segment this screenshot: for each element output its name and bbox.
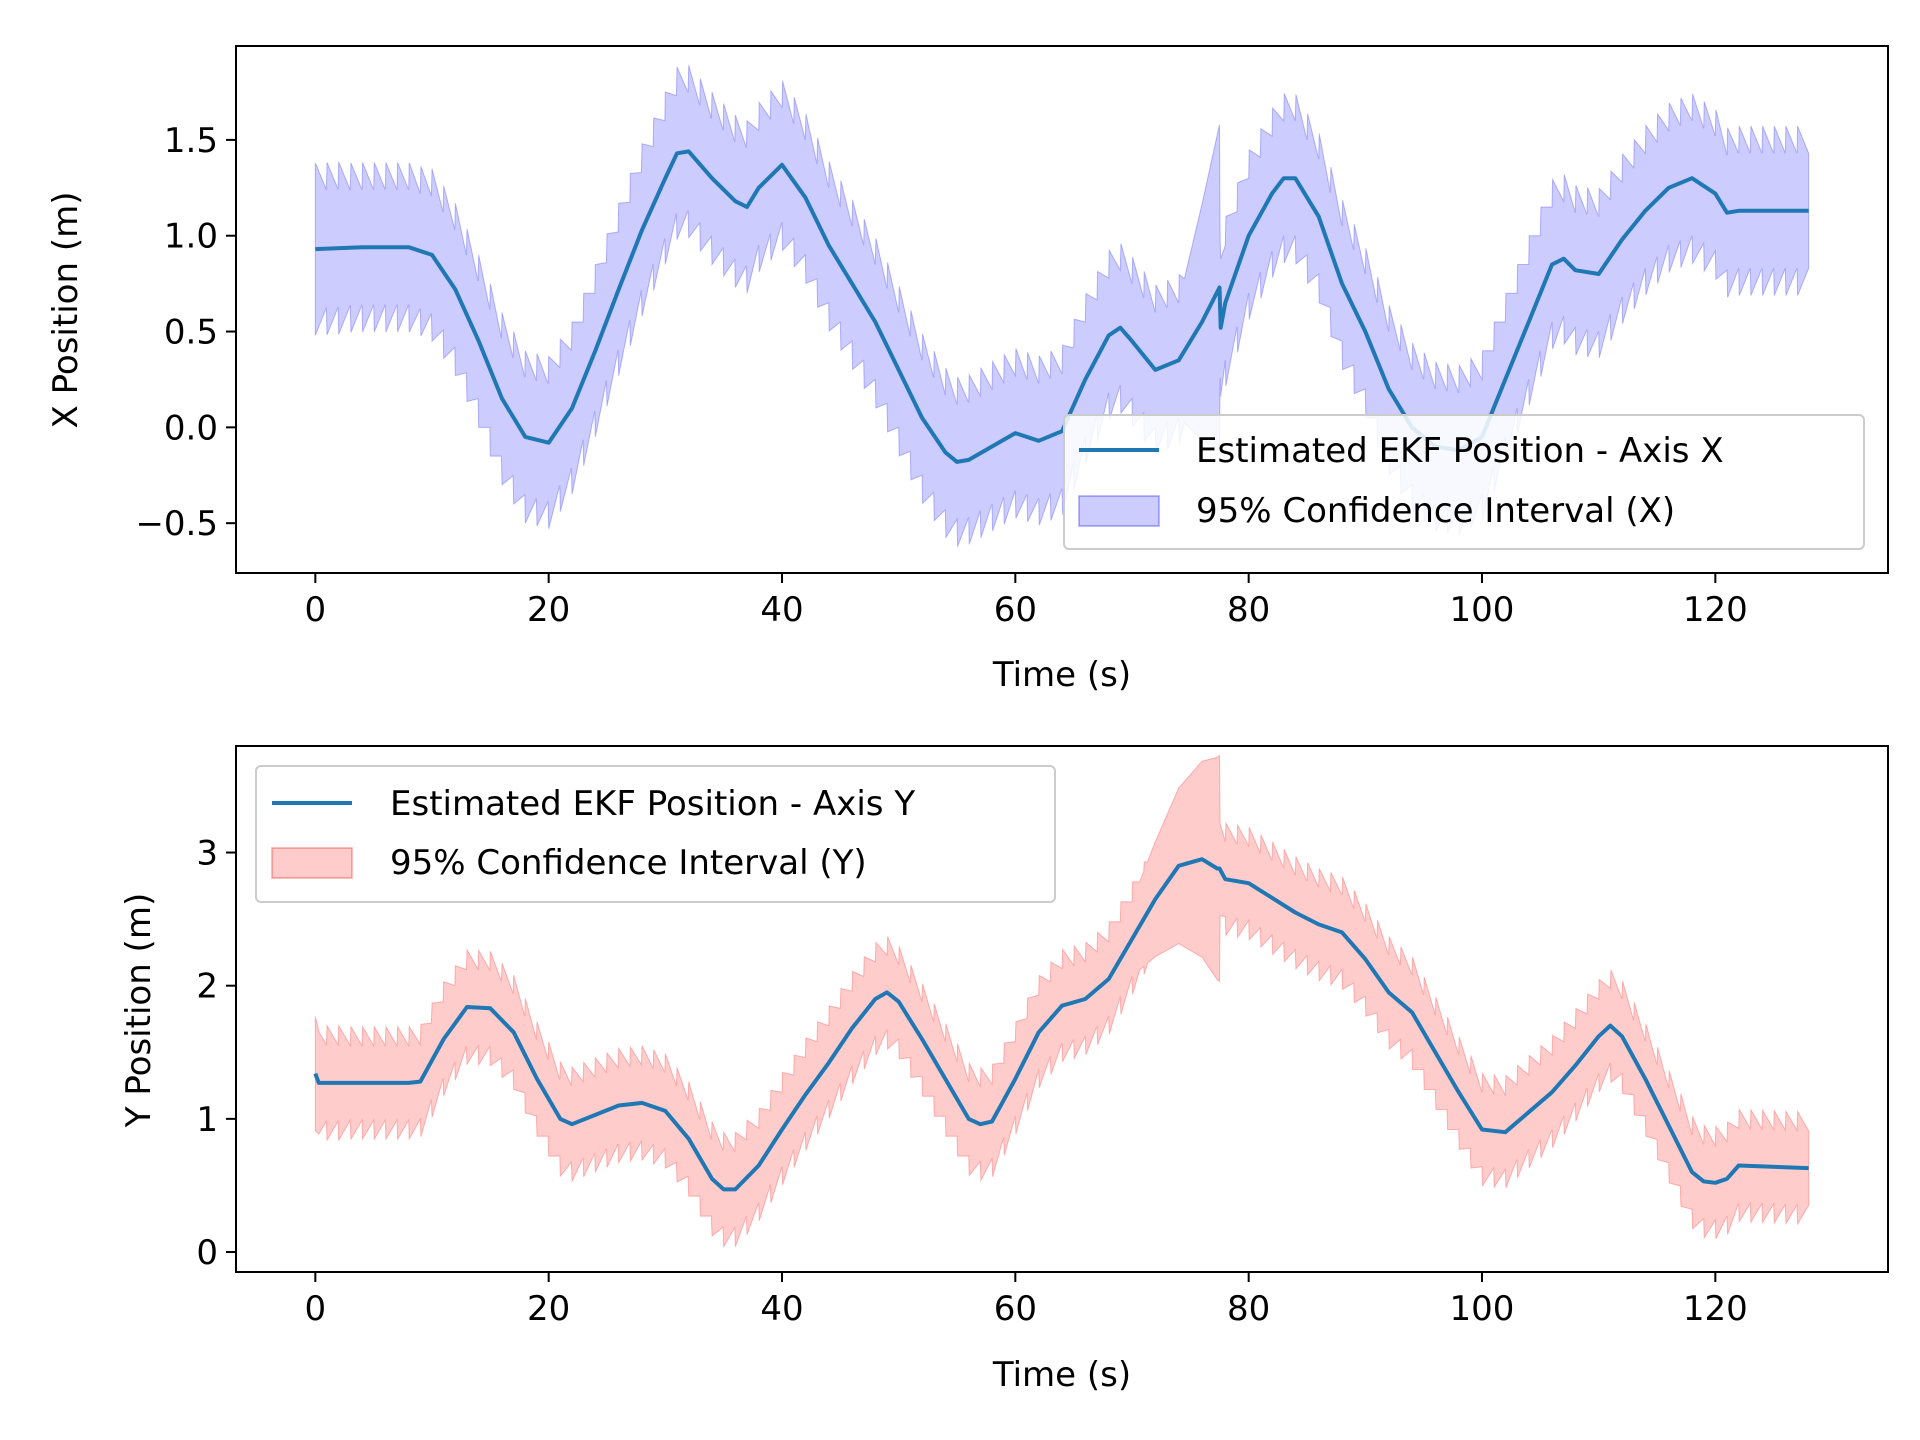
confidence-band-y [314,754,1810,1249]
legend-label-line-y: Estimated EKF Position - Axis Y [390,784,915,824]
axes-frame-y [235,745,1889,1273]
legend-band-swatch-x [1078,495,1160,527]
chart-x-position: 0 20 40 60 80 100 120 −0.5 0.0 0.5 1.0 1.5 Time (s… [46,45,1889,695]
y-axis-label-y: Y Position (m) [119,893,159,1128]
y-tick-label: 3 [196,834,218,874]
y-axis-ticks-y: 0 1 2 3 [196,834,236,1273]
x-tick-label: 0 [305,1289,327,1329]
legend-band-swatch-y [271,847,353,879]
x-tick-label: 20 [527,1289,570,1329]
x-tick-label: 80 [1227,1289,1270,1329]
y-tick-label: 1.5 [164,121,218,161]
legend-box-y [255,765,1056,903]
legend-box-x [1063,414,1865,550]
x-axis-label-y: Time (s) [992,1355,1131,1395]
legend-label-band-x: 95% Confidence Interval (X) [1196,491,1675,531]
y-tick-label: 0.5 [164,313,218,353]
y-tick-label: 0.0 [164,408,218,448]
y-tick-label: 1 [196,1100,218,1140]
y-tick-label: 1.0 [164,217,218,257]
legend-y: Estimated EKF Position - Axis Y 95% Conf… [255,765,1056,903]
legend-label-line-x: Estimated EKF Position - Axis X [1196,431,1724,471]
x-tick-label: 100 [1450,590,1515,630]
x-tick-label: 40 [760,590,803,630]
ekf-estimate-line-x [315,149,1809,464]
x-tick-label: 0 [305,590,327,630]
y-tick-label: −0.5 [135,504,218,544]
x-axis-ticks-y: 0 20 40 60 80 100 120 [305,1272,1748,1329]
x-tick-label: 100 [1450,1289,1515,1329]
ekf-estimate-line-y [313,857,1809,1192]
x-axis-label-x: Time (s) [992,655,1131,695]
x-tick-label: 120 [1683,590,1748,630]
legend-x: Estimated EKF Position - Axis X 95% Conf… [1063,414,1865,550]
y-axis-ticks-x: −0.5 0.0 0.5 1.0 1.5 [135,121,236,544]
chart-y-position: 0 20 40 60 80 100 120 0 1 2 3 Time (s) Y Position… [119,745,1889,1395]
x-axis-ticks-x: 0 20 40 60 80 100 120 [305,573,1748,630]
y-tick-label: 0 [196,1233,218,1273]
axes-frame-x [235,45,1889,574]
y-axis-label-x: X Position (m) [46,192,86,429]
legend-label-band-y: 95% Confidence Interval (Y) [390,843,867,883]
x-tick-label: 120 [1683,1289,1748,1329]
x-tick-label: 80 [1227,590,1270,630]
x-tick-label: 60 [994,1289,1037,1329]
plot-area-y [313,754,1810,1249]
x-tick-label: 40 [760,1289,803,1329]
x-tick-label: 20 [527,590,570,630]
y-tick-label: 2 [196,967,218,1007]
x-tick-label: 60 [994,590,1037,630]
